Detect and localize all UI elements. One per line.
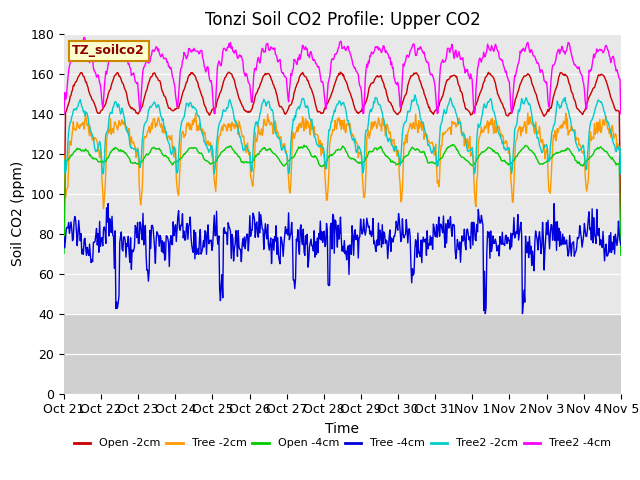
- Y-axis label: Soil CO2 (ppm): Soil CO2 (ppm): [11, 161, 25, 266]
- Title: Tonzi Soil CO2 Profile: Upper CO2: Tonzi Soil CO2 Profile: Upper CO2: [205, 11, 480, 29]
- Text: TZ_soilco2: TZ_soilco2: [72, 44, 145, 58]
- X-axis label: Time: Time: [325, 422, 360, 436]
- Legend: Open -2cm, Tree -2cm, Open -4cm, Tree -4cm, Tree2 -2cm, Tree2 -4cm: Open -2cm, Tree -2cm, Open -4cm, Tree -4…: [69, 434, 616, 453]
- Bar: [64, 313, 621, 394]
